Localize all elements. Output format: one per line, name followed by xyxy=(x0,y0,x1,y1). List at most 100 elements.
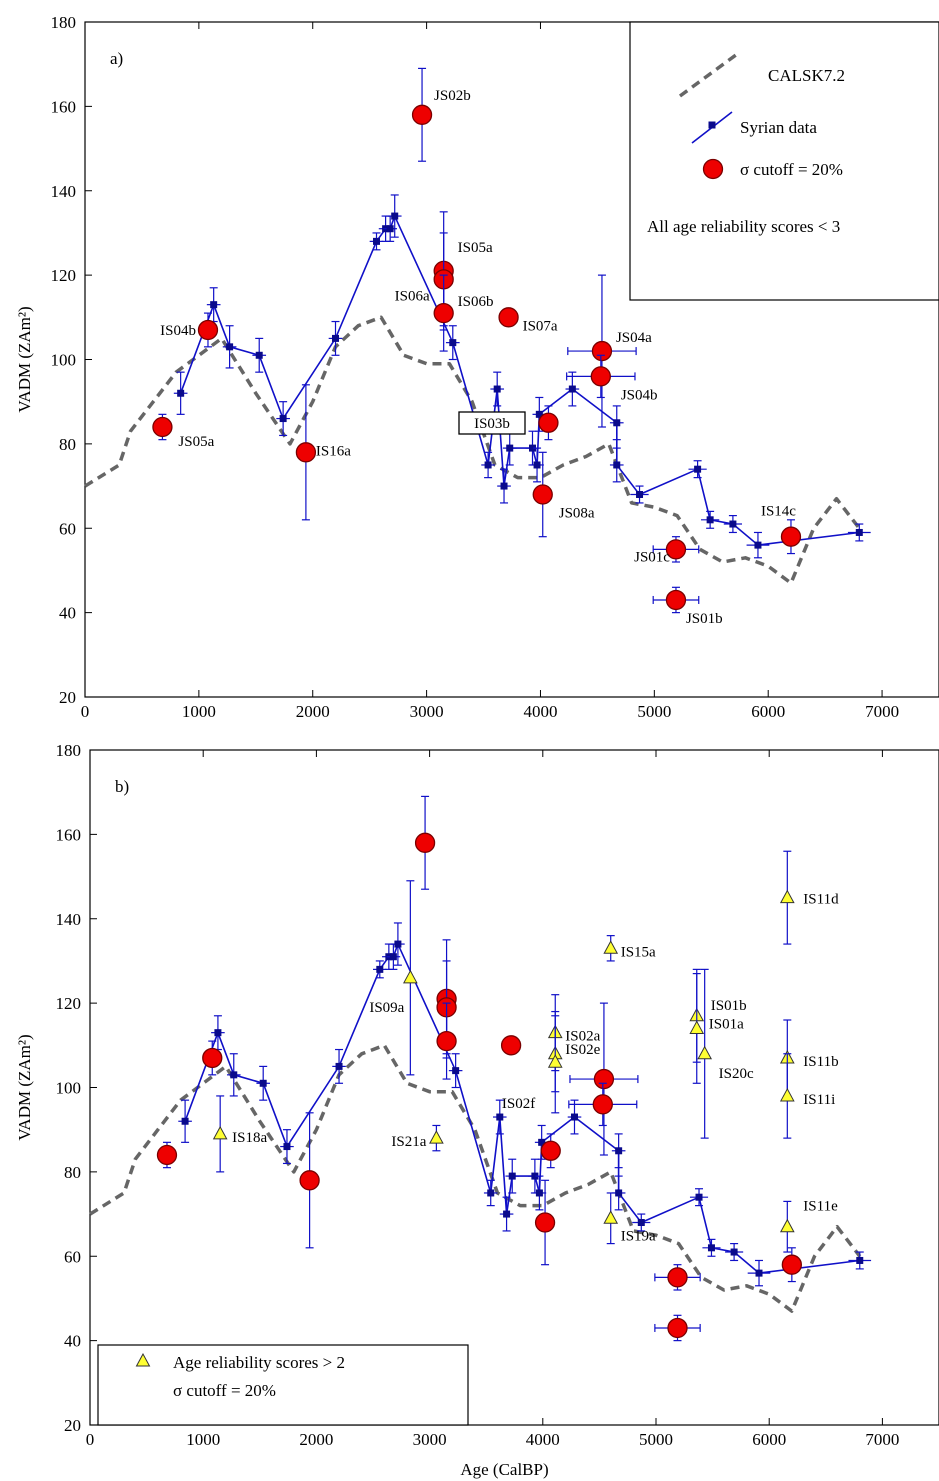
syrian-data-point xyxy=(570,1113,578,1121)
plot-area xyxy=(89,795,872,1342)
x-tick-label: 2000 xyxy=(296,702,330,721)
legend-sigma-label: σ cutoff = 20% xyxy=(740,160,843,179)
point-label: IS09a xyxy=(369,1000,404,1016)
point-label: JS04a xyxy=(616,330,652,346)
syrian-data-point xyxy=(484,461,492,469)
age-reliability-point xyxy=(697,1045,713,1060)
x-tick-label: 4000 xyxy=(523,702,557,721)
point-label: IS01a xyxy=(709,1016,744,1032)
point-label: IS02f xyxy=(502,1096,535,1112)
syrian-data-point xyxy=(613,419,621,427)
y-tick-label: 60 xyxy=(64,1247,81,1266)
y-tick-label: 180 xyxy=(51,13,77,32)
syrian-data-point xyxy=(695,1193,703,1201)
series-dashed-gray xyxy=(84,315,861,585)
point-label: IS06a xyxy=(395,288,430,304)
x-tick-label: 2000 xyxy=(299,1430,333,1449)
sigma-cutoff-point xyxy=(411,104,433,125)
series-red-circles xyxy=(152,67,802,614)
syrian-data-point xyxy=(615,1147,623,1155)
point-label: JS01b xyxy=(686,611,723,627)
syrian-data-point xyxy=(636,491,644,498)
point-label: IS01b xyxy=(711,998,747,1014)
label-box xyxy=(458,411,526,435)
point-label: IS11d xyxy=(803,892,839,908)
age-reliability-point xyxy=(603,1210,619,1224)
sigma-cutoff-point xyxy=(299,1170,320,1191)
syrian-data-point xyxy=(508,1172,516,1180)
sigma-cutoff-point xyxy=(534,1212,556,1233)
point-label: IS15a xyxy=(621,944,656,960)
point-label: IS18a xyxy=(232,1130,267,1146)
sigma-cutoff-point xyxy=(667,1317,688,1339)
x-tick-label: 7000 xyxy=(865,702,899,721)
syrian-data-point xyxy=(503,1210,511,1218)
y-tick-label: 40 xyxy=(64,1332,81,1351)
sigma-cutoff-point xyxy=(295,442,317,463)
sigma-cutoff-point xyxy=(202,1047,223,1069)
sigma-cutoff-point xyxy=(538,412,559,433)
y-tick-label: 20 xyxy=(59,688,76,707)
legend-circle-swatch xyxy=(702,158,724,180)
series-blue-squares-connected xyxy=(178,922,872,1287)
syrian-data-point xyxy=(707,1244,715,1252)
syrian-data-point xyxy=(637,1219,645,1226)
x-tick-label: 3000 xyxy=(413,1430,447,1449)
syrian-data-point xyxy=(226,343,234,351)
syrian-data-point xyxy=(613,461,621,469)
age-reliability-point xyxy=(429,1130,444,1144)
syrian-data-point xyxy=(535,1189,543,1197)
syrian-data-point xyxy=(386,225,394,233)
x-tick-label: 0 xyxy=(81,702,90,721)
panel-tag: b) xyxy=(115,777,129,796)
y-axis-title: VADM (ZAm²) xyxy=(15,306,34,412)
syrian-data-point xyxy=(856,1256,864,1264)
syrian-data-point xyxy=(538,1138,546,1146)
syrian-data-point xyxy=(568,385,576,393)
point-label: IS11b xyxy=(803,1054,838,1070)
x-tick-label: 1000 xyxy=(186,1430,220,1449)
series-red-circles xyxy=(156,795,802,1342)
syrian-data-point xyxy=(389,953,397,961)
y-tick-label: 40 xyxy=(59,604,76,623)
age-reliability-point xyxy=(779,889,795,904)
point-label: IS04b xyxy=(160,323,196,339)
syrian-data-point xyxy=(694,465,702,473)
sigma-cutoff-point xyxy=(197,319,219,341)
sigma-cutoff-point xyxy=(500,1035,522,1056)
syrian-data-point xyxy=(506,444,514,452)
series-dashed-gray xyxy=(89,1043,862,1313)
y-tick-label: 60 xyxy=(59,519,76,538)
age-reliability-point xyxy=(779,1087,795,1102)
y-tick-label: 100 xyxy=(51,351,77,370)
syrian-data-point xyxy=(531,1172,539,1180)
age-reliability-point xyxy=(212,1125,228,1140)
point-label: IS02a xyxy=(565,1029,600,1045)
series-yellow-triangles xyxy=(212,850,795,1253)
syrian-data-point xyxy=(376,965,384,973)
syrian-data-point xyxy=(855,528,863,536)
sigma-cutoff-point xyxy=(665,589,687,611)
syrian-data-point xyxy=(449,339,457,347)
legend-calsk-label: CALSK7.2 xyxy=(768,66,845,85)
point-label: IS19a xyxy=(621,1228,656,1244)
sigma-cutoff-point xyxy=(665,539,687,560)
syrian-data-point xyxy=(493,385,501,393)
x-tick-label: 1000 xyxy=(182,702,216,721)
sigma-cutoff-point xyxy=(780,526,802,547)
x-tick-label: 3000 xyxy=(410,702,444,721)
point-label: JS01c xyxy=(634,549,670,565)
syrian-data-point xyxy=(615,1189,623,1197)
y-tick-label: 100 xyxy=(56,1079,82,1098)
syrian-data-point xyxy=(372,237,380,245)
syrian-data-point xyxy=(528,444,536,452)
sigma-cutoff-point xyxy=(436,1030,457,1052)
legend-sigma-label: σ cutoff = 20% xyxy=(173,1381,276,1400)
syrian-data-point xyxy=(230,1071,238,1079)
legend-syrian-label: Syrian data xyxy=(740,118,817,137)
syrian-data-point xyxy=(259,1079,267,1087)
legend-box xyxy=(97,1344,469,1426)
point-label: IS20c xyxy=(719,1066,754,1082)
legend-age-label: Age reliability scores > 2 xyxy=(173,1353,345,1372)
point-label: IS05a xyxy=(458,240,493,256)
